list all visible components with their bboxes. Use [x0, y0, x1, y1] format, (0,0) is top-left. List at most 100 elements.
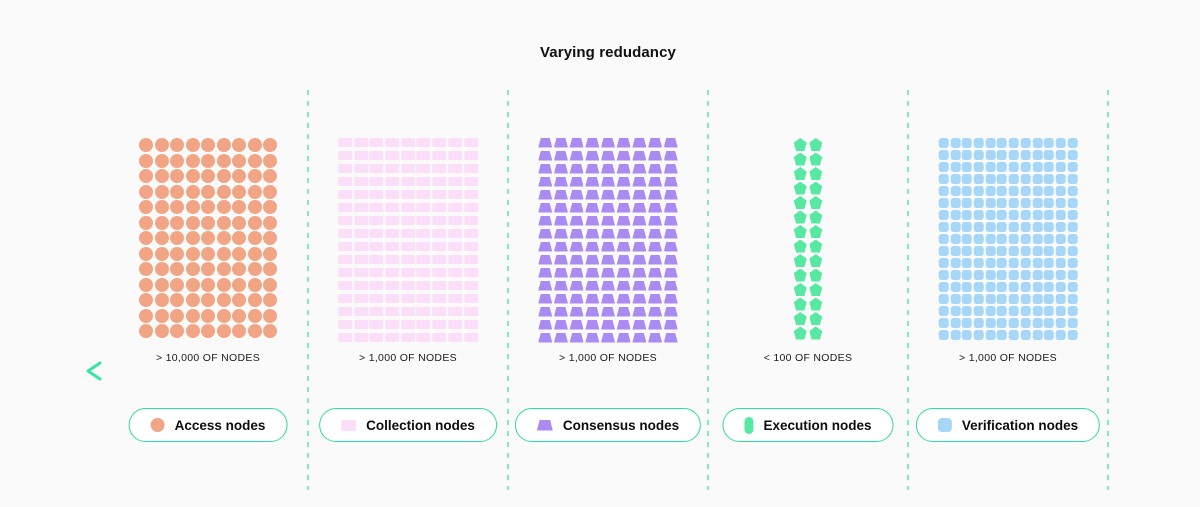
access-node-shape	[185, 231, 200, 245]
consensus-node-shape	[585, 307, 600, 317]
access-node-shape	[170, 262, 184, 276]
consensus-node-shape	[663, 307, 678, 317]
collection-node-shape	[448, 203, 463, 212]
access-node-shape	[185, 215, 200, 230]
consensus-node-shape	[553, 268, 568, 278]
collection-node-shape	[385, 242, 400, 251]
verification-node-shape	[1067, 306, 1078, 316]
verification-node-shape	[938, 150, 949, 160]
consensus-node-shape	[553, 333, 568, 343]
execution-node-shape	[793, 225, 807, 238]
verification-node-shape	[962, 318, 973, 328]
collection-node-shape	[385, 138, 400, 147]
consensus-node-shape	[553, 216, 568, 226]
collection-node-shape	[338, 268, 353, 277]
verification-node-shape	[1067, 186, 1078, 196]
column-separator	[507, 90, 509, 490]
consensus-node-shape	[648, 255, 663, 265]
legend-access-nodes-label: Access nodes	[174, 417, 266, 433]
verification-node-shape	[985, 234, 996, 244]
verification-node-shape	[985, 174, 996, 184]
collection-node-shape	[401, 203, 415, 212]
collection-node-shape	[432, 281, 447, 290]
access-node-shape	[216, 231, 231, 245]
verification-node-shape	[973, 174, 984, 184]
access-node-shape	[263, 262, 277, 276]
verification-node-shape	[1067, 246, 1078, 256]
verification-node-shape	[1043, 234, 1054, 244]
collection-nodes-grid	[338, 138, 478, 342]
verification-node-shape	[997, 258, 1008, 268]
execution-node-shape	[793, 239, 807, 253]
execution-node-shape	[809, 138, 823, 151]
collection-node-shape	[448, 164, 463, 173]
verification-node-shape	[950, 282, 961, 292]
access-node-shape	[232, 262, 246, 276]
collection-node-shape	[432, 294, 447, 303]
collection-node-count-label: > 1,000 OF NODES	[359, 352, 457, 364]
consensus-node-shape	[663, 177, 678, 187]
consensus-node-shape	[616, 164, 631, 174]
verification-node-shape	[1055, 150, 1066, 160]
consensus-node-shape	[616, 216, 631, 226]
execution-node-shape	[809, 152, 823, 166]
consensus-node-shape	[601, 281, 615, 291]
consensus-node-count-label: > 1,000 OF NODES	[559, 352, 657, 364]
verification-node-shape	[950, 246, 961, 256]
verification-node-shape	[1008, 186, 1019, 196]
collection-node-shape	[401, 281, 415, 290]
consensus-node-shape	[553, 151, 568, 161]
verification-node-shape	[1008, 330, 1019, 340]
consensus-node-shape	[648, 190, 663, 200]
verification-node-shape	[1008, 150, 1019, 160]
consensus-node-shape	[538, 138, 553, 148]
collection-node-shape	[353, 164, 368, 173]
consensus-node-shape	[538, 242, 553, 252]
access-node-shape	[139, 246, 153, 261]
column-separator	[307, 90, 309, 490]
collection-node-shape	[369, 294, 384, 303]
consensus-node-shape	[585, 229, 600, 239]
consensus-node-shape	[648, 138, 663, 148]
consensus-node-shape	[632, 268, 647, 278]
access-node-shape	[263, 169, 277, 183]
access-node-shape	[185, 246, 200, 261]
verification-node-shape	[1020, 330, 1031, 340]
collection-node-shape	[432, 333, 447, 342]
column-separator	[707, 90, 709, 490]
verification-node-shape	[1020, 258, 1031, 268]
collection-node-shape	[416, 190, 431, 199]
verification-node-shape	[1032, 174, 1043, 184]
access-node-shape	[170, 153, 184, 168]
collection-node-shape	[416, 164, 431, 173]
access-node-shape	[247, 153, 262, 168]
consensus-node-shape	[663, 138, 678, 148]
collection-node-shape	[463, 203, 478, 212]
consensus-node-shape	[663, 281, 678, 291]
collection-node-shape	[432, 138, 447, 147]
consensus-node-shape	[538, 177, 553, 187]
access-node-shape	[247, 262, 262, 276]
access-node-shape	[216, 184, 231, 199]
verification-node-shape	[1008, 270, 1019, 280]
consensus-node-shape	[648, 307, 663, 317]
verification-node-shape	[985, 210, 996, 220]
verification-node-shape	[1067, 270, 1078, 280]
access-node-shape	[232, 293, 246, 307]
collection-node-shape	[432, 203, 447, 212]
verification-node-shape	[938, 174, 949, 184]
consensus-node-shape	[585, 138, 600, 148]
access-node-shape	[263, 138, 277, 152]
verification-node-shape	[1043, 198, 1054, 208]
consensus-node-shape	[538, 216, 553, 226]
collection-node-shape	[416, 216, 431, 225]
consensus-node-shape	[632, 164, 647, 174]
verification-node-shape	[938, 258, 949, 268]
verification-node-shape	[950, 186, 961, 196]
consensus-node-shape	[553, 320, 568, 330]
consensus-node-shape	[601, 333, 615, 343]
legend-access-nodes: Access nodes	[128, 408, 288, 442]
collection-node-shape	[463, 216, 478, 225]
consensus-node-shape	[632, 203, 647, 213]
access-node-shape	[139, 184, 153, 199]
